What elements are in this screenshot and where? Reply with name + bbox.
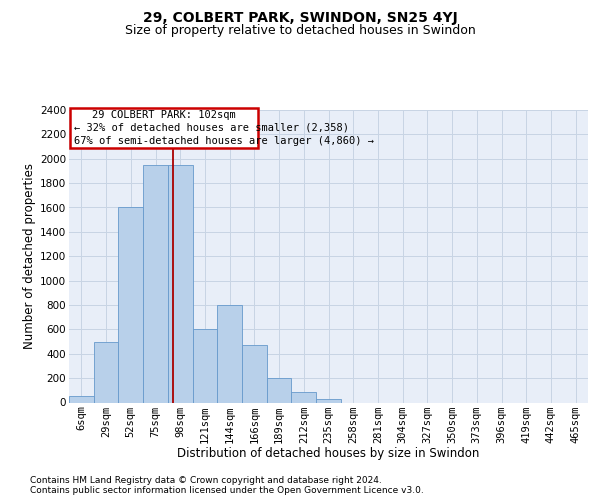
- X-axis label: Distribution of detached houses by size in Swindon: Distribution of detached houses by size …: [178, 447, 479, 460]
- FancyBboxPatch shape: [70, 108, 258, 148]
- Text: Contains HM Land Registry data © Crown copyright and database right 2024.: Contains HM Land Registry data © Crown c…: [30, 476, 382, 485]
- Text: 29, COLBERT PARK, SWINDON, SN25 4YJ: 29, COLBERT PARK, SWINDON, SN25 4YJ: [143, 11, 457, 25]
- Bar: [242, 345, 267, 403]
- Text: 67% of semi-detached houses are larger (4,860) →: 67% of semi-detached houses are larger (…: [74, 136, 374, 145]
- Bar: [94, 342, 118, 402]
- Bar: [168, 165, 193, 402]
- Text: Size of property relative to detached houses in Swindon: Size of property relative to detached ho…: [125, 24, 475, 37]
- Bar: [118, 208, 143, 402]
- Bar: [217, 305, 242, 402]
- Bar: [316, 399, 341, 402]
- Bar: [292, 392, 316, 402]
- Text: 29 COLBERT PARK: 102sqm: 29 COLBERT PARK: 102sqm: [92, 110, 236, 120]
- Bar: [267, 378, 292, 402]
- Text: Contains public sector information licensed under the Open Government Licence v3: Contains public sector information licen…: [30, 486, 424, 495]
- Text: ← 32% of detached houses are smaller (2,358): ← 32% of detached houses are smaller (2,…: [74, 123, 349, 133]
- Bar: [143, 165, 168, 402]
- Y-axis label: Number of detached properties: Number of detached properties: [23, 163, 36, 349]
- Bar: [193, 330, 217, 402]
- Bar: [69, 396, 94, 402]
